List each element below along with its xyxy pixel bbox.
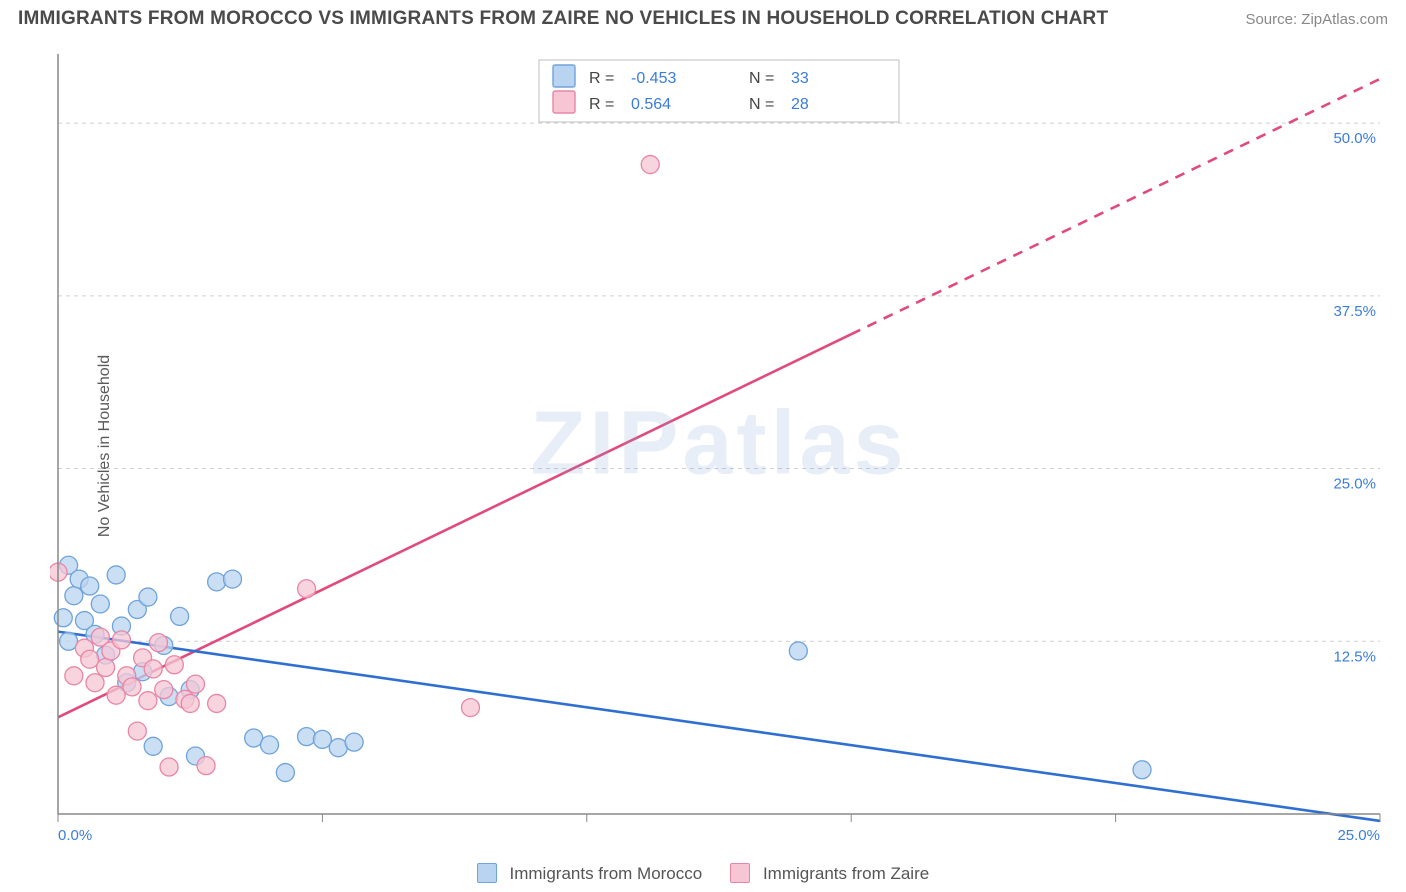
chart-svg: 12.5% 25.0% 37.5% 50.0% 0.0% 25.0% R = -0.453 N … <box>50 44 1388 844</box>
svg-text:R =: R = <box>589 70 614 87</box>
svg-text:12.5%: 12.5% <box>1333 648 1376 665</box>
svg-text:33: 33 <box>791 70 809 87</box>
legend-item-zaire: Immigrants from Zaire <box>730 863 929 884</box>
legend-label-zaire: Immigrants from Zaire <box>763 864 929 883</box>
svg-text:28: 28 <box>791 96 809 113</box>
svg-text:37.5%: 37.5% <box>1333 303 1376 320</box>
svg-text:0.564: 0.564 <box>631 96 671 113</box>
svg-text:R =: R = <box>589 96 614 113</box>
svg-text:25.0%: 25.0% <box>1337 827 1380 844</box>
legend-item-morocco: Immigrants from Morocco <box>477 863 702 884</box>
legend-label-morocco: Immigrants from Morocco <box>510 864 703 883</box>
svg-text:N =: N = <box>749 96 774 113</box>
svg-text:0.0%: 0.0% <box>58 827 92 844</box>
legend-swatch-morocco <box>477 863 497 883</box>
series-legend: Immigrants from Morocco Immigrants from … <box>0 863 1406 884</box>
source-label: Source: ZipAtlas.com <box>1245 11 1388 28</box>
chart-area: 12.5% 25.0% 37.5% 50.0% 0.0% 25.0% R = -0.453 N … <box>50 44 1388 844</box>
svg-text:-0.453: -0.453 <box>631 70 676 87</box>
legend-swatch-zaire <box>730 863 750 883</box>
header-bar: IMMIGRANTS FROM MOROCCO VS IMMIGRANTS FR… <box>0 0 1406 36</box>
chart-title: IMMIGRANTS FROM MOROCCO VS IMMIGRANTS FR… <box>18 8 1108 30</box>
svg-text:N =: N = <box>749 70 774 87</box>
svg-text:50.0%: 50.0% <box>1333 130 1376 147</box>
svg-text:25.0%: 25.0% <box>1333 476 1376 493</box>
